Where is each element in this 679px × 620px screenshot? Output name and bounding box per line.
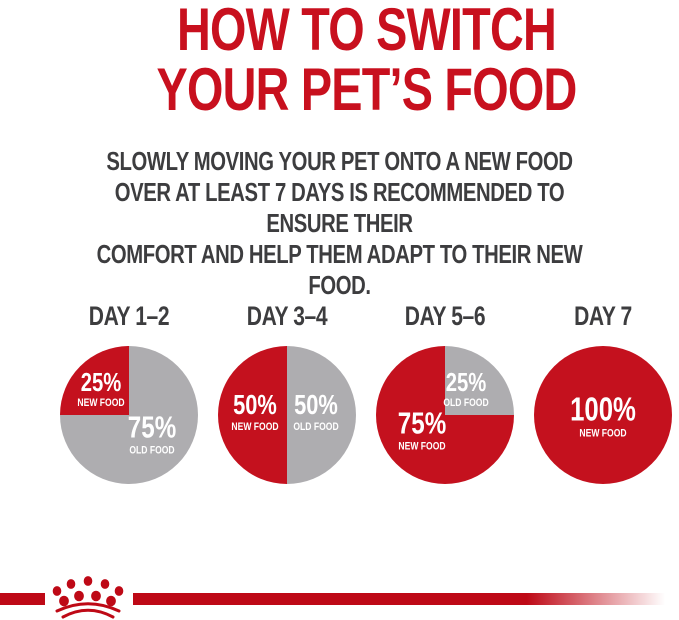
old-food-label: 50% OLD FOOD xyxy=(293,391,338,433)
pie-chart-day-1-2: 25% NEW FOOD 75% OLD FOOD xyxy=(60,346,198,484)
food-type-label: OLD FOOD xyxy=(129,444,176,457)
food-type-label: OLD FOOD xyxy=(443,396,489,409)
pie-chart-day-7: 100% NEW FOOD xyxy=(534,346,672,484)
food-type-label: NEW FOOD xyxy=(579,427,627,440)
new-food-label: 100% NEW FOOD xyxy=(570,393,636,440)
page-title: HOW TO SWITCH YOUR PET’S FOOD xyxy=(123,0,611,120)
new-food-label: 25% NEW FOOD xyxy=(78,369,125,409)
subtitle-line-2: OVER AT LEAST 7 DAYS IS RECOMMENDED TO E… xyxy=(114,177,565,238)
subtitle: SLOWLY MOVING YOUR PET ONTO A NEW FOOD O… xyxy=(96,146,584,301)
day-column-1-2: DAY 1–2 25% NEW FOOD 75% OLD FOOD xyxy=(54,302,204,484)
food-type-label: NEW FOOD xyxy=(397,440,446,453)
title-line-2: YOUR PET’S FOOD xyxy=(156,56,578,123)
day-label: DAY 7 xyxy=(574,301,632,331)
food-type-label: NEW FOOD xyxy=(77,396,125,409)
day-column-3-4: DAY 3–4 50% NEW FOOD 50% OLD FOOD xyxy=(212,302,362,484)
old-food-label: 75% OLD FOOD xyxy=(128,412,176,457)
percent-value: 75% xyxy=(128,409,177,445)
day-column-5-6: DAY 5–6 75% NEW FOOD 25% OLD FOOD xyxy=(370,302,520,484)
title-line-1: HOW TO SWITCH xyxy=(177,0,557,63)
percent-value: 25% xyxy=(445,366,486,397)
days-row: DAY 1–2 25% NEW FOOD 75% OLD FOOD DAY 3–… xyxy=(54,302,679,484)
percent-value: 25% xyxy=(81,366,122,397)
day-label: DAY 1–2 xyxy=(88,301,170,331)
new-food-label: 75% NEW FOOD xyxy=(397,408,445,453)
percent-value: 75% xyxy=(397,405,446,441)
food-type-label: OLD FOOD xyxy=(293,421,339,434)
new-food-label: 50% NEW FOOD xyxy=(232,391,279,433)
day-label: DAY 3–4 xyxy=(246,301,328,331)
food-type-label: NEW FOOD xyxy=(231,421,279,434)
percent-value: 100% xyxy=(570,390,636,428)
pie-chart-day-5-6: 75% NEW FOOD 25% OLD FOOD xyxy=(376,346,514,484)
brand-bar-left xyxy=(0,593,45,605)
royal-canin-crown-logo-icon xyxy=(52,576,124,619)
percent-value: 50% xyxy=(233,389,278,421)
brand-bar-right xyxy=(133,593,665,605)
day-column-7: DAY 7 100% NEW FOOD xyxy=(528,302,678,484)
percent-value: 50% xyxy=(294,389,338,421)
pie-chart-day-3-4: 50% NEW FOOD 50% OLD FOOD xyxy=(218,346,356,484)
subtitle-line-3: COMFORT AND HELP THEM ADAPT TO THEIR NEW… xyxy=(96,239,583,300)
old-food-label: 25% OLD FOOD xyxy=(443,369,488,409)
day-label: DAY 5–6 xyxy=(404,301,486,331)
subtitle-line-1: SLOWLY MOVING YOUR PET ONTO A NEW FOOD xyxy=(106,146,573,176)
